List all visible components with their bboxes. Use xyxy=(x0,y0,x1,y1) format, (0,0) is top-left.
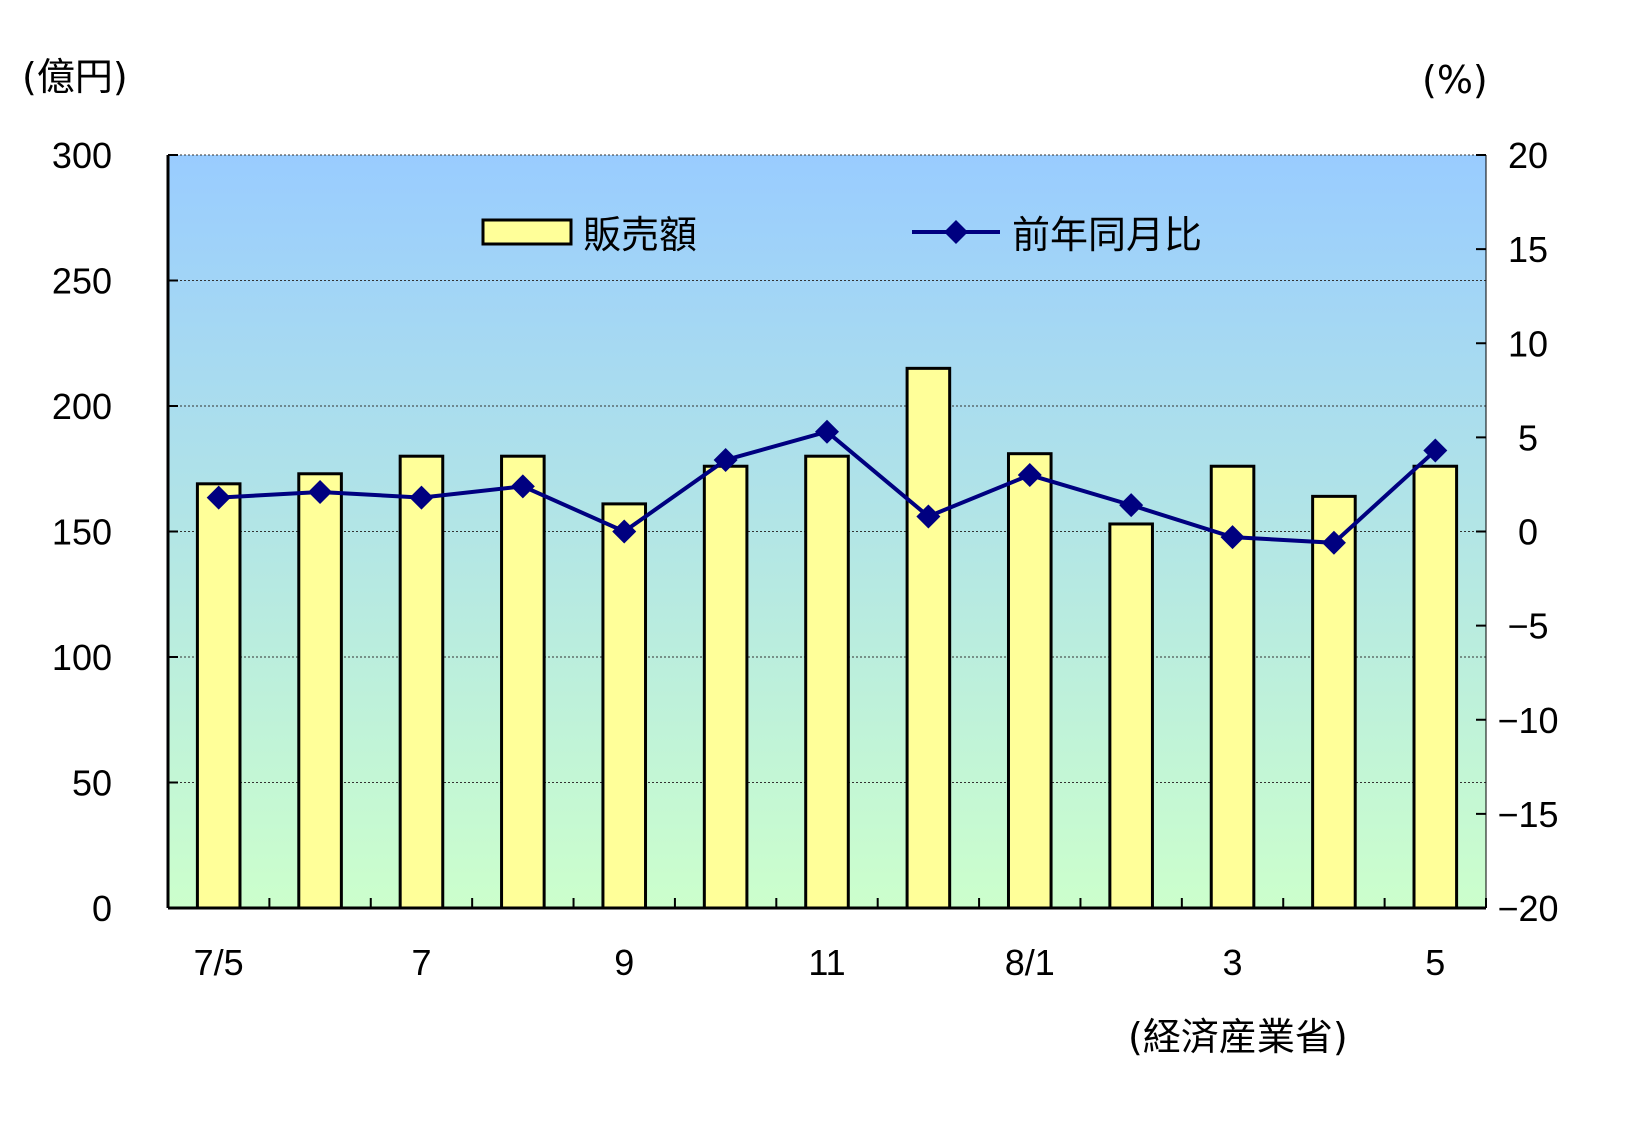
bar xyxy=(1412,464,1459,910)
x-tick-label: 9 xyxy=(614,942,634,983)
x-tick-label: 3 xyxy=(1223,942,1243,983)
left-tick-label: 50 xyxy=(72,763,112,804)
line-series xyxy=(206,419,1448,555)
left-axis-ticks: 0 50 100 150 200 250 300 xyxy=(52,135,112,929)
line-point xyxy=(916,504,941,529)
right-tick-label: −5 xyxy=(1507,606,1548,647)
line-point xyxy=(612,519,637,544)
bar xyxy=(297,472,343,910)
x-tick-label: 11 xyxy=(808,942,845,983)
line-point xyxy=(510,474,535,499)
line-point xyxy=(409,485,434,510)
right-tick-label: −20 xyxy=(1497,888,1558,929)
legend-line-marker xyxy=(944,220,968,244)
right-tick-label: 10 xyxy=(1508,323,1548,364)
bar xyxy=(804,454,850,910)
bar xyxy=(195,482,242,910)
line-point xyxy=(206,485,231,510)
x-tick-label: 5 xyxy=(1425,942,1445,983)
bar xyxy=(500,454,546,910)
right-tick-label: −10 xyxy=(1497,700,1558,741)
right-tick-label: 5 xyxy=(1518,417,1538,458)
line-point xyxy=(308,479,333,504)
left-tick-label: 150 xyxy=(52,512,112,553)
right-tick-label: 15 xyxy=(1508,229,1548,270)
bar xyxy=(1108,522,1154,910)
bar xyxy=(1311,494,1357,910)
bar-series xyxy=(195,366,1459,910)
legend: 販売額 前年同月比 xyxy=(481,213,1202,257)
line-point xyxy=(1423,438,1448,463)
line-point xyxy=(1220,525,1245,550)
bar xyxy=(398,454,445,910)
right-tick-label: 20 xyxy=(1508,135,1548,176)
axes xyxy=(166,154,1487,910)
source-note: (経済産業省) xyxy=(1128,1015,1348,1059)
left-axis-unit: (億円) xyxy=(22,55,128,99)
left-tick-label: 300 xyxy=(52,135,112,176)
left-tick-label: 0 xyxy=(92,888,112,929)
x-tick-label: 7/5 xyxy=(194,942,244,983)
left-tick-label: 200 xyxy=(52,386,112,427)
right-axis-unit: (%) xyxy=(1422,58,1488,102)
right-tick-label: −15 xyxy=(1497,794,1558,835)
line-point xyxy=(1321,530,1346,555)
bar xyxy=(702,464,749,910)
legend-bar-swatch xyxy=(481,218,573,246)
x-axis-ticks: 7/5 7 9 11 8/1 3 5 xyxy=(194,942,1446,983)
bar xyxy=(601,502,648,910)
line-point xyxy=(1017,463,1042,488)
right-tick-label: 0 xyxy=(1518,512,1538,553)
line-point xyxy=(713,447,738,472)
line-point xyxy=(815,419,839,444)
x-tick-label: 7 xyxy=(411,942,431,983)
bar xyxy=(1006,452,1053,910)
legend-bar-label: 販売額 xyxy=(583,213,697,257)
line-point xyxy=(1119,493,1144,518)
right-axis-ticks: 20 15 10 5 0 −5 −10 −15 −20 xyxy=(1497,135,1558,929)
legend-line-label: 前年同月比 xyxy=(1012,213,1202,257)
left-tick-label: 250 xyxy=(52,261,112,302)
left-tick-label: 100 xyxy=(52,637,112,678)
bar xyxy=(905,366,952,910)
x-tick-label: 8/1 xyxy=(1005,942,1055,983)
